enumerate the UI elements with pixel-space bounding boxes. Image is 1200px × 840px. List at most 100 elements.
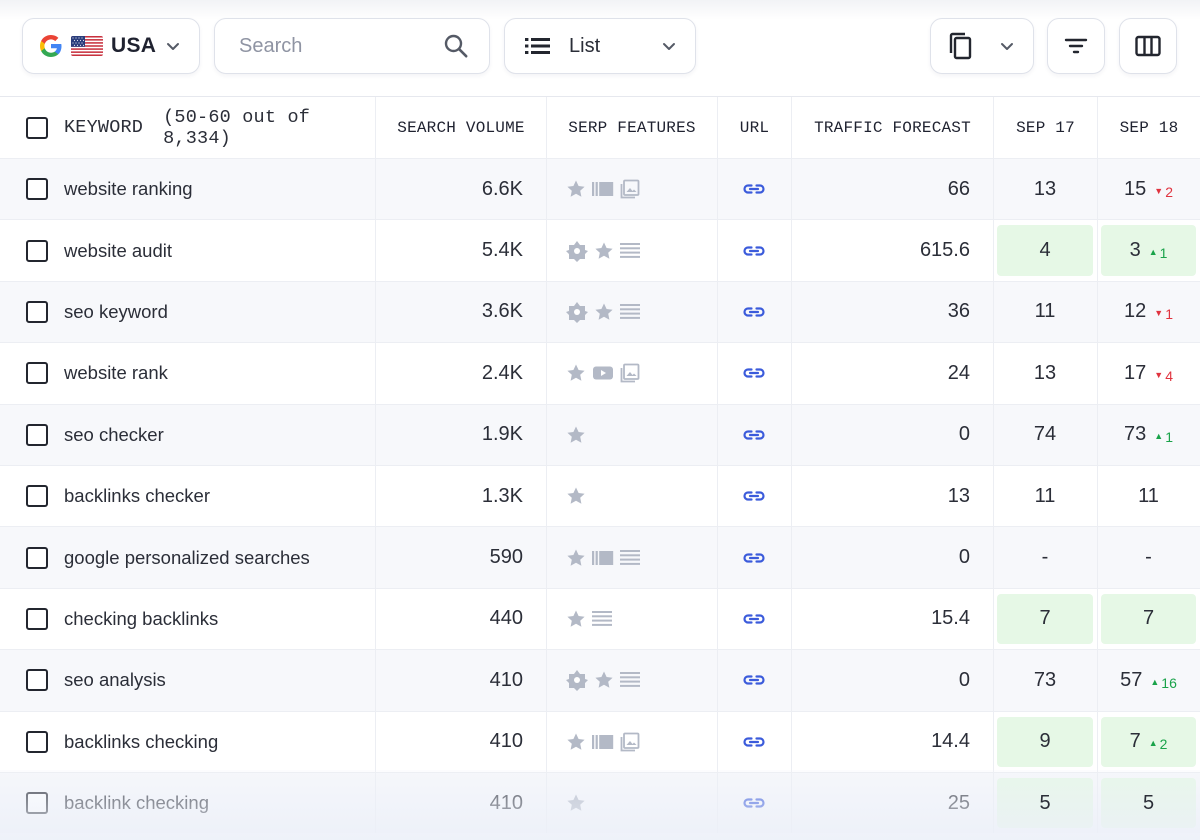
link-icon[interactable]	[742, 551, 766, 565]
link-icon[interactable]	[742, 366, 766, 380]
link-icon[interactable]	[742, 612, 766, 626]
list-icon[interactable]	[620, 242, 640, 260]
snippet-icon[interactable]	[566, 240, 588, 262]
star-icon[interactable]	[566, 732, 586, 752]
link-icon[interactable]	[742, 673, 766, 687]
search-input[interactable]	[239, 34, 429, 58]
video-icon[interactable]	[592, 364, 614, 382]
search-icon[interactable]	[443, 33, 469, 59]
rank-change-value: 2	[1165, 183, 1173, 200]
view-mode-selector[interactable]: List	[504, 18, 696, 74]
star-icon[interactable]	[566, 486, 586, 506]
row-checkbox[interactable]	[26, 300, 48, 323]
keyword-cell[interactable]: seo keyword	[64, 300, 168, 322]
link-icon[interactable]	[742, 428, 766, 442]
row-checkbox[interactable]	[26, 792, 48, 815]
image-icon[interactable]	[620, 179, 640, 199]
select-all-checkbox[interactable]	[26, 116, 48, 139]
link-icon[interactable]	[742, 735, 766, 749]
row-checkbox[interactable]	[26, 607, 48, 630]
keyword-cell[interactable]: google personalized searches	[64, 546, 310, 568]
column-divider	[791, 97, 792, 158]
link-icon[interactable]	[742, 796, 766, 810]
arrow-up-icon: ▲	[1148, 247, 1158, 258]
keyword-cell[interactable]: seo analysis	[64, 669, 166, 691]
rank-sep18-cell: -	[1099, 527, 1198, 587]
column-divider	[993, 343, 994, 404]
filter-button[interactable]	[1047, 18, 1105, 74]
star-icon[interactable]	[566, 179, 586, 199]
header-url[interactable]: URL	[739, 118, 770, 137]
table-row[interactable]: google personalized searches 590 0 - -	[0, 526, 1200, 588]
row-checkbox[interactable]	[26, 730, 48, 753]
image-icon[interactable]	[620, 732, 640, 752]
rank-sep18-cell: 7	[1099, 589, 1198, 649]
search-engine-selector[interactable]: USA	[22, 18, 200, 74]
header-traffic-forecast[interactable]: TRAFFIC FORECAST	[814, 118, 971, 137]
header-search-volume[interactable]: SEARCH VOLUME	[397, 118, 525, 137]
row-checkbox[interactable]	[26, 362, 48, 385]
snippet-icon[interactable]	[566, 301, 588, 323]
sitelinks-icon[interactable]	[592, 180, 614, 198]
toolbar: USA List	[0, 18, 1200, 76]
list-icon[interactable]	[592, 610, 612, 628]
star-icon[interactable]	[566, 363, 586, 383]
keyword-cell[interactable]: backlinks checker	[64, 485, 211, 507]
row-checkbox[interactable]	[26, 423, 48, 446]
column-divider	[375, 97, 376, 158]
star-icon[interactable]	[566, 609, 586, 629]
table-row[interactable]: website ranking 6.6K 66 13 15 ▼ 2	[0, 158, 1200, 220]
keyword-cell[interactable]: website rank	[64, 362, 168, 384]
list-icon[interactable]	[620, 671, 640, 689]
keyword-cell[interactable]: seo checker	[64, 423, 164, 445]
row-checkbox[interactable]	[26, 239, 48, 262]
keyword-cell[interactable]: backlink checking	[64, 792, 209, 814]
table-row[interactable]: seo keyword 3.6K 36 11 12 ▼ 1	[0, 280, 1200, 343]
column-divider	[993, 772, 994, 834]
list-icon[interactable]	[620, 549, 640, 567]
table-row[interactable]: backlinks checker 1.3K 13 11 11	[0, 464, 1200, 527]
table-row[interactable]: backlink checking 410 25 5 5	[0, 771, 1200, 834]
rank-sep18: -	[1145, 546, 1152, 569]
header-keyword[interactable]: KEYWORD (50-60 out of 8,334)	[64, 97, 369, 158]
row-checkbox[interactable]	[26, 485, 48, 508]
row-checkbox[interactable]	[26, 178, 48, 201]
star-icon[interactable]	[566, 548, 586, 568]
sitelinks-icon[interactable]	[592, 549, 614, 567]
keyword-cell[interactable]: checking backlinks	[64, 607, 219, 629]
table-row[interactable]: backlinks checking 410 14.4 9 7 ▲ 2	[0, 710, 1200, 772]
columns-button[interactable]	[1119, 18, 1177, 74]
table-row[interactable]: website rank 2.4K 24 13 17 ▼ 4	[0, 342, 1200, 404]
column-divider	[546, 343, 547, 404]
keyword-cell[interactable]: website audit	[64, 239, 172, 261]
table-row[interactable]: seo checker 1.9K 0 74 73 ▲ 1	[0, 403, 1200, 465]
row-checkbox[interactable]	[26, 669, 48, 692]
star-icon[interactable]	[594, 302, 614, 322]
header-serp-features[interactable]: SERP FEATURES	[568, 118, 696, 137]
link-icon[interactable]	[742, 182, 766, 196]
url-cell	[718, 466, 790, 526]
star-icon[interactable]	[566, 793, 586, 813]
row-checkbox[interactable]	[26, 546, 48, 569]
table-row[interactable]: checking backlinks 440 15.4 7 7	[0, 587, 1200, 650]
copy-button[interactable]	[930, 18, 1034, 74]
sitelinks-icon[interactable]	[592, 733, 614, 751]
header-sep17[interactable]: SEP 17	[1016, 118, 1075, 137]
table-row[interactable]: website audit 5.4K 615.6 4 3 ▲ 1	[0, 219, 1200, 281]
link-icon[interactable]	[742, 244, 766, 258]
table-row[interactable]: seo analysis 410 0 73 57 ▲ 16	[0, 649, 1200, 711]
link-icon[interactable]	[742, 489, 766, 503]
keyword-cell[interactable]: backlinks checking	[64, 730, 219, 752]
star-icon[interactable]	[594, 670, 614, 690]
snippet-icon[interactable]	[566, 669, 588, 692]
link-icon[interactable]	[742, 305, 766, 319]
star-icon[interactable]	[566, 425, 586, 445]
rank-sep17-cell: -	[995, 527, 1095, 587]
star-icon[interactable]	[594, 241, 614, 261]
serp-features-cell	[566, 466, 716, 526]
list-icon[interactable]	[620, 303, 640, 321]
filter-icon	[1064, 38, 1088, 54]
header-sep18[interactable]: SEP 18	[1119, 118, 1179, 137]
keyword-cell[interactable]: website ranking	[64, 178, 193, 200]
image-icon[interactable]	[620, 363, 640, 383]
